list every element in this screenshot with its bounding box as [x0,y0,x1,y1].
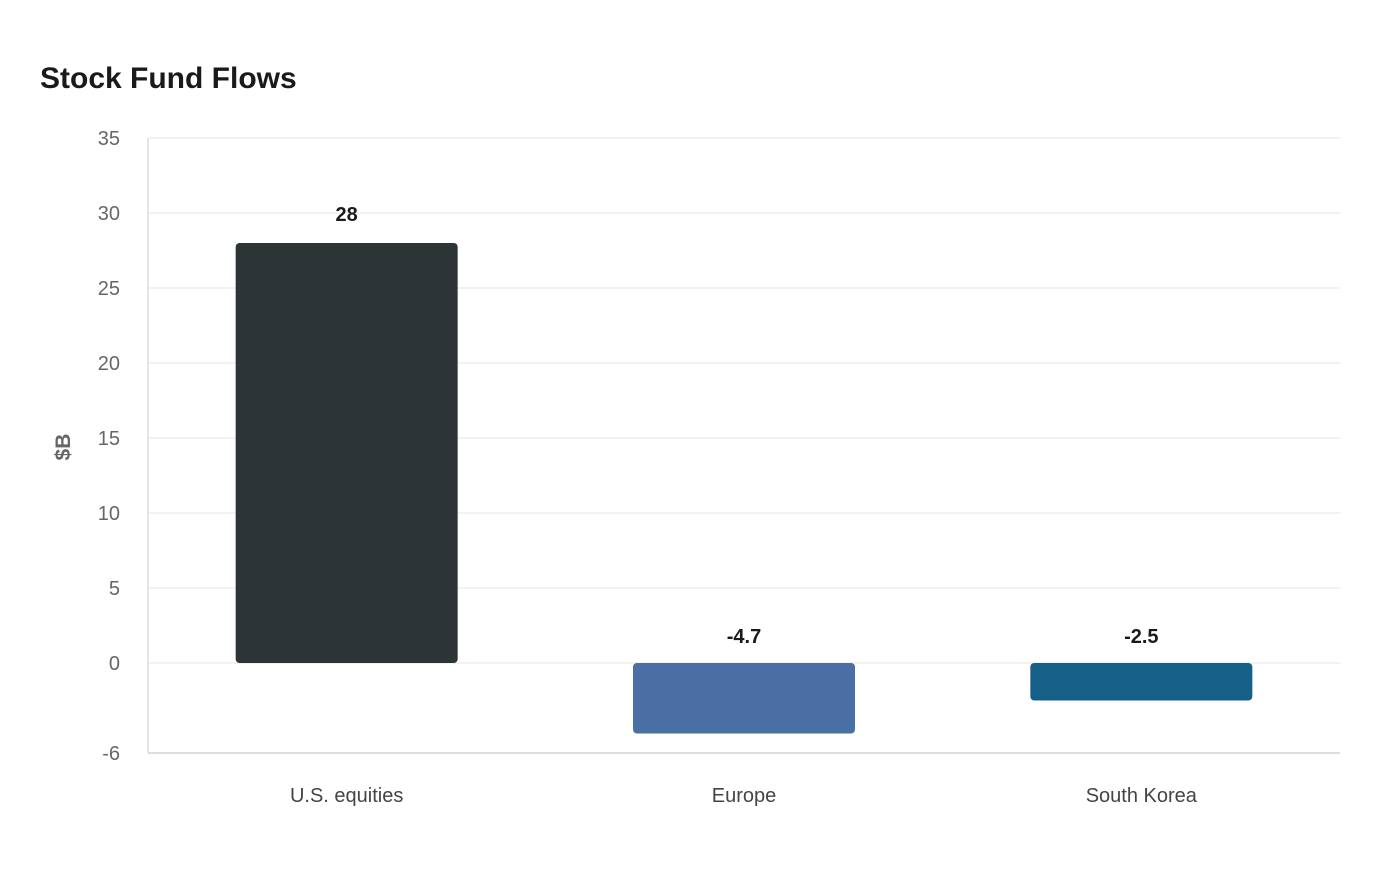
data-label: -4.7 [727,626,761,648]
y-tick-label: 20 [98,353,120,375]
bar [1030,663,1253,701]
y-tick-label: -6 [102,743,120,765]
chart-title: Stock Fund Flows [40,62,297,95]
y-tick-label: 30 [98,203,120,225]
bar [633,663,855,734]
data-label: 28 [336,204,358,226]
x-tick-label: U.S. equities [290,785,403,807]
y-tick-label: 35 [98,128,120,150]
y-tick-label: 15 [98,428,120,450]
x-tick-label: South Korea [1086,785,1198,807]
y-axis-label: $B [52,434,75,461]
y-tick-label: 5 [109,578,120,600]
y-tick-label: 0 [109,653,120,675]
y-tick-label: 10 [98,503,120,525]
data-label: -2.5 [1124,626,1158,648]
x-tick-label: Europe [712,785,777,807]
bar [235,243,458,663]
y-tick-label: 25 [98,278,120,300]
